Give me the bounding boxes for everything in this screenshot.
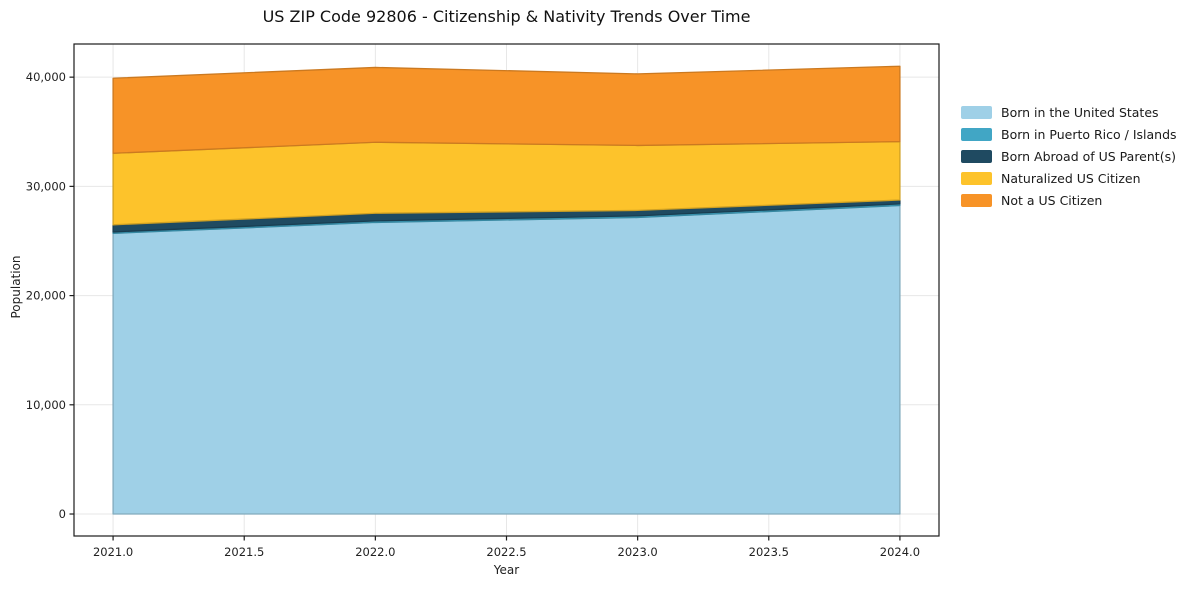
legend-swatch [961, 171, 992, 185]
legend-label: Born in the United States [1001, 104, 1159, 120]
legend-swatch [961, 193, 992, 207]
x-tick-label: 2021.0 [93, 545, 133, 559]
y-tick-label: 10,000 [26, 398, 66, 412]
legend-swatch [961, 149, 992, 163]
x-tick-label: 2022.0 [355, 545, 395, 559]
x-tick-label: 2023.0 [618, 545, 658, 559]
legend: Born in the United States Born in Puerto … [961, 101, 1177, 211]
x-tick-label: 2024.0 [880, 545, 920, 559]
legend-item: Born in the United States [961, 101, 1177, 123]
x-tick-label: 2023.5 [749, 545, 789, 559]
legend-item: Naturalized US Citizen [961, 167, 1177, 189]
legend-swatch [961, 127, 992, 141]
y-tick-label: 30,000 [26, 179, 66, 193]
legend-item: Not a US Citizen [961, 189, 1177, 211]
x-tick-label: 2022.5 [486, 545, 526, 559]
y-tick-label: 20,000 [26, 289, 66, 303]
x-axis-label: Year [493, 563, 519, 577]
y-tick-label: 0 [59, 507, 66, 521]
area-series-0 [112, 204, 901, 515]
legend-item: Born in Puerto Rico / Islands [961, 123, 1177, 145]
chart-title: US ZIP Code 92806 - Citizenship & Nativi… [262, 7, 751, 26]
legend-item: Born Abroad of US Parent(s) [961, 145, 1177, 167]
area-series-4 [112, 65, 901, 154]
legend-label: Born Abroad of US Parent(s) [1001, 148, 1176, 164]
y-axis-label: Population [9, 255, 23, 318]
legend-swatch [961, 105, 992, 119]
x-tick-label: 2021.5 [224, 545, 264, 559]
legend-label: Not a US Citizen [1001, 192, 1103, 208]
legend-label: Naturalized US Citizen [1001, 170, 1141, 186]
y-tick-label: 40,000 [26, 70, 66, 84]
legend-label: Born in Puerto Rico / Islands [1001, 126, 1177, 142]
